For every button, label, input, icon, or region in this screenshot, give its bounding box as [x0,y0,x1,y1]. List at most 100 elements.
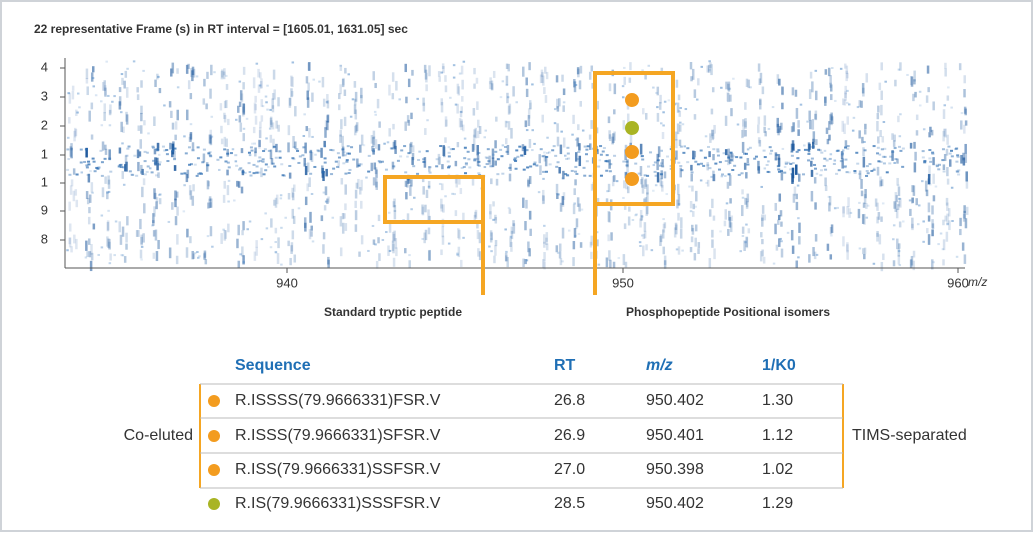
heat-dot [189,123,193,126]
heat-dot [310,192,314,195]
heat-dot [264,212,267,215]
heat-dot [810,169,814,177]
heat-dot [541,189,545,201]
heat-dot [929,126,932,133]
heat-dot [914,91,917,98]
heat-dot [340,119,343,130]
heat-dot [155,148,159,151]
heat-dot [417,158,421,161]
heat-dot [86,173,90,176]
heat-dot [310,231,313,237]
heat-dot [612,133,615,144]
heat-dot [111,100,114,103]
heat-dot [358,251,361,257]
heat-dot [291,76,294,88]
heat-dot [842,206,845,218]
heat-dot [75,173,79,176]
heat-dot [865,216,869,219]
heat-dot [590,183,594,191]
heat-dot [539,74,543,84]
heat-dot [622,196,625,199]
heat-dot [795,260,799,269]
heat-dot [675,139,678,149]
heat-dot [567,229,571,232]
heat-dot [398,98,401,101]
heat-dot [844,158,848,161]
heat-dot [956,170,960,173]
heat-dot [425,189,429,199]
heat-dot [205,162,209,172]
heat-dot [791,245,795,254]
heat-dot [562,101,566,104]
heat-dot [912,250,916,258]
heat-dot [478,251,482,261]
heat-dot [808,110,811,121]
heat-dot [537,191,541,194]
heat-dot [372,71,375,81]
isomer-dot [625,93,639,107]
heat-dot [656,106,659,109]
heat-dot [640,215,644,221]
heat-dot [908,199,912,202]
heat-dot [125,232,128,243]
heat-dot [291,157,295,160]
heat-dot [154,79,157,88]
heat-dot [223,68,226,76]
heat-dot [608,159,611,169]
heat-dot [824,96,827,106]
heat-dot [922,240,925,243]
heat-dot [684,108,688,111]
heat-dot [697,78,700,86]
heat-dot [342,77,345,86]
heat-dot [247,162,251,165]
heat-dot [100,100,103,103]
heat-dot [783,171,787,174]
heat-dot [863,213,866,225]
heat-dot [416,97,419,100]
heat-dot [639,209,643,221]
heat-dot [567,157,571,160]
heat-dot [227,223,230,233]
heat-dot [808,254,811,263]
heat-dot [572,257,575,267]
heat-dot [937,168,941,171]
heat-dot [444,195,447,198]
heat-dot [765,163,769,166]
heat-dot [147,132,150,135]
heat-dot [660,181,664,188]
heat-dot [281,174,285,177]
heat-dot [576,158,580,161]
heat-dot [461,96,464,102]
heat-dot [421,237,424,240]
heat-dot [896,238,899,250]
heat-dot [826,138,830,145]
heat-dot [842,236,845,247]
heat-dot [273,89,276,100]
heat-dot [733,164,737,167]
heat-dot [849,211,853,214]
heat-dot [422,102,426,112]
heat-dot [656,86,660,96]
heat-dot [259,121,262,129]
heat-dot [207,181,210,187]
heat-dot [830,114,833,126]
heat-dot [893,147,897,150]
heat-dot [599,145,603,148]
heat-dot [101,187,105,198]
heat-dot [153,116,156,127]
heat-dot [644,112,648,120]
heat-dot [380,160,384,163]
heat-dot [915,130,919,136]
heat-dot [918,204,921,207]
heat-dot [103,80,106,91]
heat-dot [378,253,381,262]
heat-dot [101,141,105,151]
heat-dot [842,98,845,106]
heat-dot [760,232,763,238]
heat-dot [171,150,175,153]
heat-dot [303,163,307,166]
heat-dot [724,209,727,220]
heat-dot [359,144,362,153]
heat-dot [595,127,599,134]
